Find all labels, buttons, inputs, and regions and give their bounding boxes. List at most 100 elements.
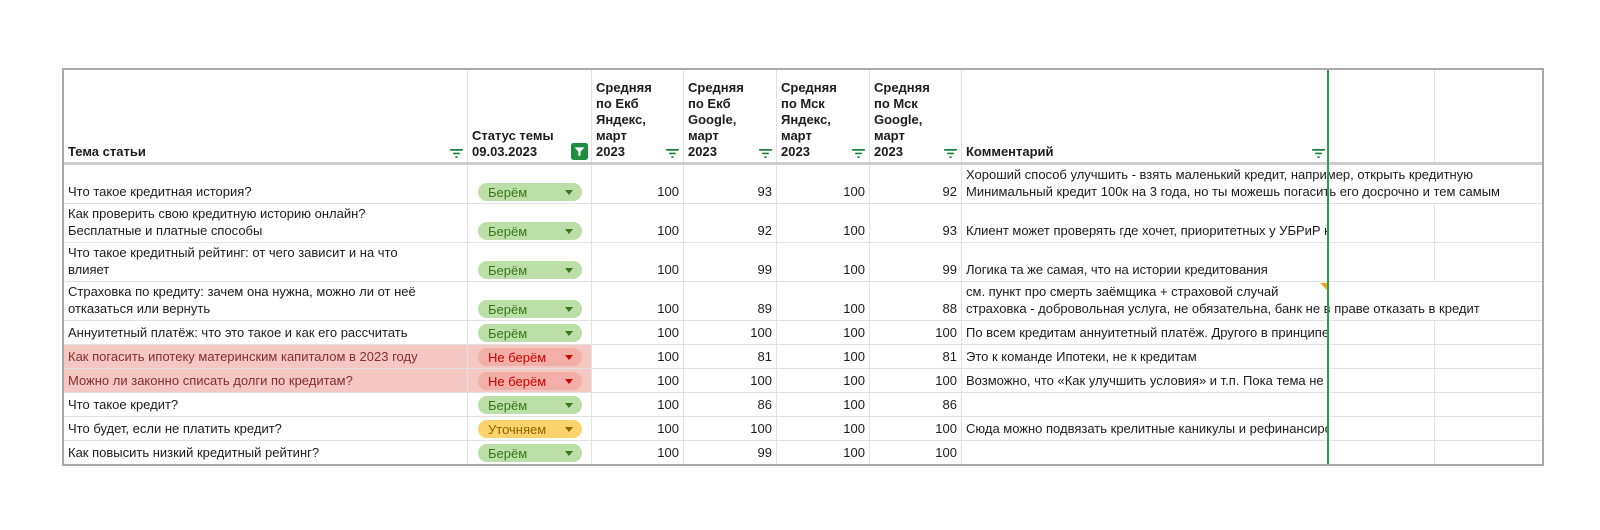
empty-cell[interactable] [1329, 204, 1435, 242]
msk-yandex-cell[interactable]: 100 [777, 243, 870, 281]
header-topic[interactable]: Тема статьи [64, 70, 468, 162]
msk-google-cell[interactable]: 99 [870, 243, 962, 281]
status-dropdown[interactable]: Берём [478, 261, 582, 279]
header-ekb-google[interactable]: Средняя по Екб Google, март 2023 [684, 70, 777, 162]
msk-google-cell[interactable]: 100 [870, 369, 962, 392]
topic-cell[interactable]: Аннуитетный платёж: что это такое и как … [64, 321, 468, 344]
msk-yandex-cell[interactable]: 100 [777, 441, 870, 464]
empty-cell[interactable] [1329, 321, 1435, 344]
topic-cell[interactable]: Что такое кредит? [64, 393, 468, 416]
empty-cell[interactable] [1435, 243, 1542, 281]
ekb-yandex-cell[interactable]: 100 [592, 243, 684, 281]
ekb-yandex-cell[interactable]: 100 [592, 345, 684, 368]
topic-cell[interactable]: Можно ли законно списать долги по кредит… [64, 369, 468, 392]
status-cell[interactable]: Уточняем [468, 417, 592, 440]
header-empty-cell[interactable] [1329, 70, 1435, 162]
filter-lines-icon[interactable] [450, 148, 463, 159]
comment-cell[interactable]: По всем кредитам аннуитетный платёж. Дру… [962, 321, 1329, 344]
filter-lines-icon[interactable] [759, 148, 772, 159]
msk-google-cell[interactable]: 93 [870, 204, 962, 242]
filter-lines-icon[interactable] [1312, 148, 1325, 159]
ekb-yandex-cell[interactable]: 100 [592, 204, 684, 242]
ekb-yandex-cell[interactable]: 100 [592, 417, 684, 440]
ekb-yandex-cell[interactable]: 100 [592, 165, 684, 203]
status-cell[interactable]: Берём [468, 165, 592, 203]
topic-cell[interactable]: Что будет, если не платить кредит? [64, 417, 468, 440]
status-dropdown[interactable]: Берём [478, 222, 582, 240]
msk-google-cell[interactable]: 100 [870, 417, 962, 440]
topic-cell[interactable]: Как повысить низкий кредитный рейтинг? [64, 441, 468, 464]
status-cell[interactable]: Берём [468, 441, 592, 464]
msk-yandex-cell[interactable]: 100 [777, 165, 870, 203]
comment-cell[interactable]: Хороший способ улучшить - взять маленьки… [962, 165, 1500, 203]
comment-cell[interactable] [962, 393, 1329, 416]
comment-cell[interactable]: Клиент может проверять где хочет, приори… [962, 204, 1329, 242]
header-status[interactable]: Статус темы 09.03.2023 [468, 70, 592, 162]
ekb-google-cell[interactable]: 100 [684, 321, 777, 344]
header-ekb-yandex[interactable]: Средняя по Екб Яндекс, март 2023 [592, 70, 684, 162]
empty-cell[interactable] [1435, 345, 1542, 368]
topic-cell[interactable]: Что такое кредитный рейтинг: от чего зав… [64, 243, 468, 281]
ekb-google-cell[interactable]: 100 [684, 417, 777, 440]
comment-cell[interactable]: Возможно, что «Как улучшить условия» и т… [962, 369, 1329, 392]
status-dropdown[interactable]: Не берём [478, 372, 582, 390]
header-empty-cell[interactable] [1435, 70, 1542, 162]
status-cell[interactable]: Берём [468, 321, 592, 344]
topic-cell[interactable]: Страховка по кредиту: зачем она нужна, м… [64, 282, 468, 320]
filter-lines-icon[interactable] [944, 148, 957, 159]
empty-cell[interactable] [1435, 204, 1542, 242]
empty-cell[interactable] [1435, 393, 1542, 416]
status-cell[interactable]: Не берём [468, 345, 592, 368]
empty-cell[interactable] [1435, 321, 1542, 344]
ekb-google-cell[interactable]: 99 [684, 441, 777, 464]
empty-cell[interactable] [1329, 369, 1435, 392]
comment-cell[interactable]: см. пункт про смерть заёмщика + страхово… [962, 282, 1480, 320]
status-dropdown[interactable]: Берём [478, 300, 582, 318]
msk-google-cell[interactable]: 92 [870, 165, 962, 203]
ekb-yandex-cell[interactable]: 100 [592, 393, 684, 416]
msk-google-cell[interactable]: 81 [870, 345, 962, 368]
header-msk-google[interactable]: Средняя по Мск Google, март 2023 [870, 70, 962, 162]
msk-google-cell[interactable]: 100 [870, 441, 962, 464]
msk-yandex-cell[interactable]: 100 [777, 393, 870, 416]
empty-cell[interactable] [1435, 369, 1542, 392]
ekb-google-cell[interactable]: 100 [684, 369, 777, 392]
status-cell[interactable]: Берём [468, 204, 592, 242]
empty-cell[interactable] [1329, 243, 1435, 281]
empty-cell[interactable] [1329, 417, 1435, 440]
status-cell[interactable]: Берём [468, 282, 592, 320]
topic-cell[interactable]: Что такое кредитная история? [64, 165, 468, 203]
status-dropdown[interactable]: Берём [478, 444, 582, 462]
comment-cell[interactable] [962, 441, 1329, 464]
msk-yandex-cell[interactable]: 100 [777, 345, 870, 368]
msk-google-cell[interactable]: 88 [870, 282, 962, 320]
status-dropdown[interactable]: Уточняем [478, 420, 582, 438]
ekb-google-cell[interactable]: 99 [684, 243, 777, 281]
ekb-yandex-cell[interactable]: 100 [592, 321, 684, 344]
status-dropdown[interactable]: Берём [478, 183, 582, 201]
status-cell[interactable]: Не берём [468, 369, 592, 392]
status-dropdown[interactable]: Не берём [478, 348, 582, 366]
ekb-google-cell[interactable]: 86 [684, 393, 777, 416]
msk-google-cell[interactable]: 86 [870, 393, 962, 416]
msk-yandex-cell[interactable]: 100 [777, 369, 870, 392]
empty-cell[interactable] [1435, 441, 1542, 464]
ekb-google-cell[interactable]: 92 [684, 204, 777, 242]
filter-funnel-active-icon[interactable] [571, 143, 588, 160]
msk-yandex-cell[interactable]: 100 [777, 321, 870, 344]
empty-cell[interactable] [1329, 393, 1435, 416]
empty-cell[interactable] [1329, 441, 1435, 464]
msk-yandex-cell[interactable]: 100 [777, 417, 870, 440]
ekb-google-cell[interactable]: 81 [684, 345, 777, 368]
ekb-google-cell[interactable]: 93 [684, 165, 777, 203]
header-msk-yandex[interactable]: Средняя по Мск Яндекс, март 2023 [777, 70, 870, 162]
empty-cell[interactable] [1329, 345, 1435, 368]
status-dropdown[interactable]: Берём [478, 324, 582, 342]
msk-yandex-cell[interactable]: 100 [777, 282, 870, 320]
filter-lines-icon[interactable] [666, 148, 679, 159]
ekb-yandex-cell[interactable]: 100 [592, 369, 684, 392]
status-dropdown[interactable]: Берём [478, 396, 582, 414]
msk-yandex-cell[interactable]: 100 [777, 204, 870, 242]
ekb-google-cell[interactable]: 89 [684, 282, 777, 320]
empty-cell[interactable] [1435, 417, 1542, 440]
